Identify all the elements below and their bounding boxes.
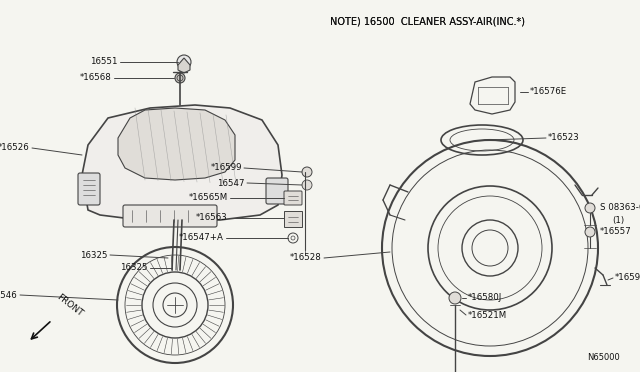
Polygon shape (82, 105, 282, 220)
Text: 16325: 16325 (120, 263, 148, 273)
Text: N65000: N65000 (588, 353, 620, 362)
Text: *16521M: *16521M (468, 311, 508, 320)
Text: NOTE) 16500  CLEANER ASSY-AIR(INC.*): NOTE) 16500 CLEANER ASSY-AIR(INC.*) (330, 17, 525, 27)
Text: *16523: *16523 (548, 134, 580, 142)
Polygon shape (178, 58, 190, 73)
Text: *16546: *16546 (0, 291, 18, 299)
Circle shape (302, 167, 312, 177)
Circle shape (585, 203, 595, 213)
Text: NOTE) 16500  CLEANER ASSY-AIR(INC.*): NOTE) 16500 CLEANER ASSY-AIR(INC.*) (330, 17, 525, 27)
FancyBboxPatch shape (123, 205, 217, 227)
Polygon shape (118, 108, 235, 180)
Text: (1): (1) (612, 215, 624, 224)
FancyBboxPatch shape (78, 173, 100, 205)
Text: FRONT: FRONT (55, 292, 84, 318)
Text: *16557: *16557 (600, 228, 632, 237)
Text: 16547: 16547 (218, 179, 245, 187)
Text: *16528: *16528 (291, 253, 322, 263)
Circle shape (585, 227, 595, 237)
Text: *16580J: *16580J (468, 294, 502, 302)
Text: *16598: *16598 (615, 273, 640, 282)
Text: *16599: *16599 (211, 164, 242, 173)
FancyBboxPatch shape (284, 211, 302, 227)
Text: *16526: *16526 (0, 144, 30, 153)
Circle shape (302, 180, 312, 190)
Text: S 08363-62525: S 08363-62525 (600, 203, 640, 212)
Text: 16551: 16551 (90, 58, 118, 67)
Circle shape (177, 55, 191, 69)
Text: *16576E: *16576E (530, 87, 567, 96)
FancyBboxPatch shape (266, 178, 288, 204)
Text: *16563: *16563 (196, 214, 228, 222)
Text: *16565M: *16565M (189, 193, 228, 202)
Text: 16325: 16325 (81, 250, 108, 260)
FancyBboxPatch shape (284, 191, 302, 205)
Text: *16568: *16568 (80, 74, 112, 83)
Circle shape (449, 292, 461, 304)
Circle shape (175, 73, 185, 83)
Text: *16547+A: *16547+A (179, 234, 224, 243)
